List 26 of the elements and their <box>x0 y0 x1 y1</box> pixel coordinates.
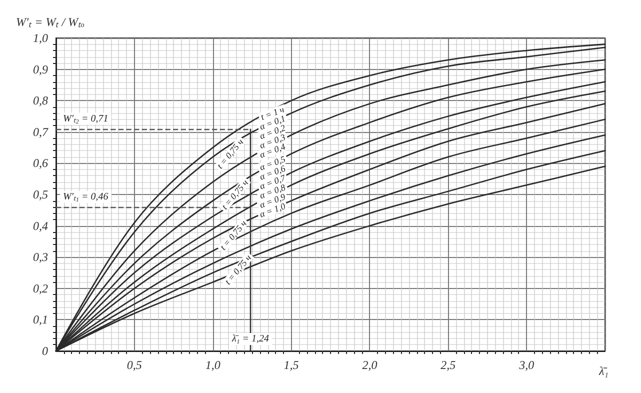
x-tick-label: 3,0 <box>518 358 534 372</box>
y-tick-label: 0,3 <box>33 250 48 264</box>
y-tick-label: 0,6 <box>33 156 48 170</box>
y-tick-label: 0,2 <box>33 281 48 296</box>
x-axis-title: λ̄₁ <box>598 364 608 378</box>
y-tick-label: 0 <box>42 344 48 358</box>
ref-line-label: W′ₜ₁ = 0,46 <box>63 192 108 203</box>
ref-line-label: λ̄₁ = 1,24 <box>230 334 270 344</box>
ref-line-label: W′ₜ₂ = 0,71 <box>63 113 108 124</box>
annotation: t = 0,75 ч <box>218 218 248 252</box>
x-tick-label: 0,5 <box>126 358 142 372</box>
x-tick-label: 1,5 <box>284 358 299 372</box>
y-tick-label: 0,7 <box>33 124 49 139</box>
y-tick-label: 0,8 <box>33 94 48 108</box>
y-tick-label: 1,0 <box>33 31 48 45</box>
y-tick-label: 0,9 <box>33 62 48 76</box>
annotation: t = 0,75 ч <box>220 178 250 212</box>
annotation: t = 0,75 ч <box>222 252 254 286</box>
y-tick-label: 0,1 <box>33 312 48 327</box>
x-tick-label: 2,5 <box>440 358 456 372</box>
y-tick-label: 0,4 <box>33 218 48 233</box>
x-tick-label: 2,0 <box>362 358 378 372</box>
y-axis-title: W′ₜ = Wₜ / Wₜₒ <box>16 15 86 29</box>
y-tick-label: 0,5 <box>33 188 48 202</box>
annotation: t = 0,75 ч <box>214 137 246 171</box>
x-tick-label: 1,0 <box>205 358 220 372</box>
